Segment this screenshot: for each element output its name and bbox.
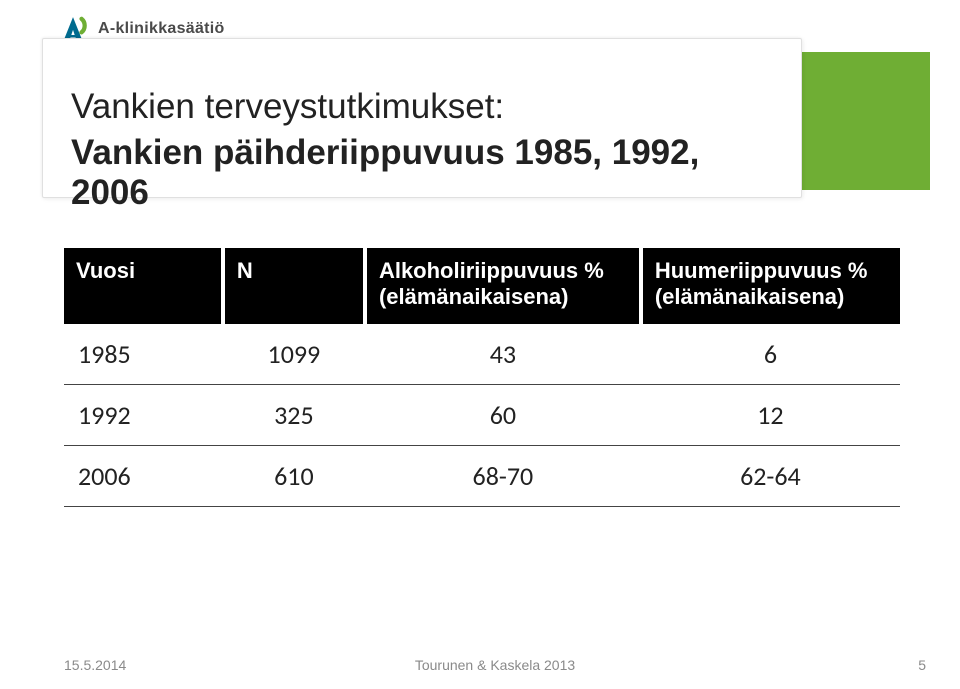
table-row: 1992 325 60 12 bbox=[64, 385, 900, 446]
cell-n: 325 bbox=[223, 385, 365, 446]
cell-n: 610 bbox=[223, 446, 365, 507]
table-header-row: Vuosi N Alkoholiriippuvuus % (elämänaika… bbox=[64, 248, 900, 324]
table-row: 2006 610 68-70 62-64 bbox=[64, 446, 900, 507]
footer-source: Tourunen & Kaskela 2013 bbox=[415, 657, 575, 673]
slide-footer: 15.5.2014 Tourunen & Kaskela 2013 5 bbox=[64, 657, 926, 673]
col-year: Vuosi bbox=[64, 248, 223, 324]
data-table: Vuosi N Alkoholiriippuvuus % (elämänaika… bbox=[64, 248, 900, 507]
footer-date: 15.5.2014 bbox=[64, 657, 126, 673]
cell-drugs: 12 bbox=[641, 385, 900, 446]
col-n: N bbox=[223, 248, 365, 324]
cell-alc: 68-70 bbox=[365, 446, 641, 507]
cell-n: 1099 bbox=[223, 324, 365, 385]
title-card: Vankien terveystutkimukset: Vankien päih… bbox=[42, 38, 802, 198]
footer-page: 5 bbox=[918, 657, 926, 673]
cell-drugs: 6 bbox=[641, 324, 900, 385]
cell-year: 2006 bbox=[64, 446, 223, 507]
col-drugs: Huumeriippuvuus % (elämänaikaisena) bbox=[641, 248, 900, 324]
table-row: 1985 1099 43 6 bbox=[64, 324, 900, 385]
cell-year: 1992 bbox=[64, 385, 223, 446]
logo-text: A-klinikkasäätiö bbox=[98, 20, 225, 38]
cell-alc: 43 bbox=[365, 324, 641, 385]
col-alc: Alkoholiriippuvuus % (elämänaikaisena) bbox=[365, 248, 641, 324]
cell-drugs: 62-64 bbox=[641, 446, 900, 507]
data-table-wrap: Vuosi N Alkoholiriippuvuus % (elämänaika… bbox=[64, 248, 900, 507]
cell-year: 1985 bbox=[64, 324, 223, 385]
title-line1: Vankien terveystutkimukset: bbox=[71, 87, 773, 127]
cell-alc: 60 bbox=[365, 385, 641, 446]
title-line2: Vankien päihderiippuvuus 1985, 1992, 200… bbox=[71, 133, 773, 213]
